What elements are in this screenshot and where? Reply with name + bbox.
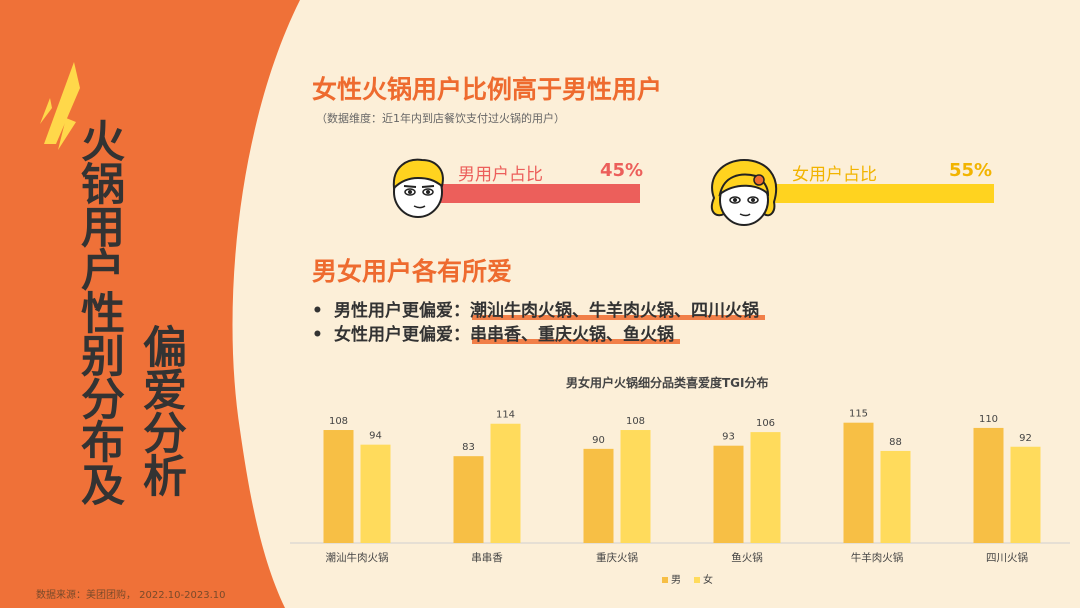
legend-label: 男 [671, 574, 681, 586]
bullet-dot: • [312, 325, 323, 345]
side-title-line1: 火锅用户性别分布及 [73, 118, 124, 505]
data-label: 92 [1019, 433, 1032, 444]
bar-male [583, 448, 614, 543]
female-ratio-value: 55% [949, 160, 993, 181]
x-tick-label: 串串香 [471, 552, 503, 564]
male-ratio-value: 45% [600, 160, 644, 181]
legend-swatch [662, 577, 668, 583]
x-tick-label: 鱼火锅 [731, 551, 763, 564]
legend-swatch [694, 577, 700, 583]
bar-female [360, 444, 391, 543]
bullet-dot: • [312, 301, 323, 321]
page-subtitle: （数据维度：近1年内到店餐饮支付过火锅的用户） [316, 112, 565, 125]
female-preference-items: 串串香、重庆火锅、鱼火锅 [470, 320, 680, 345]
data-label: 83 [462, 442, 475, 453]
bar-female [880, 450, 911, 543]
male-ratio-label: 男用户占比 [458, 165, 543, 185]
data-label: 93 [722, 432, 735, 443]
data-label: 94 [369, 431, 382, 442]
bar-female [1010, 446, 1041, 543]
x-tick-label: 四川火锅 [986, 552, 1028, 564]
female-preference-line: • 女性用户更偏爱：串串香、重庆火锅、鱼火锅 [312, 320, 680, 345]
male-preference-items: 潮汕牛肉火锅、牛羊肉火锅、四川火锅 [470, 296, 765, 321]
female-avatar-icon [710, 158, 777, 226]
bar-male [713, 445, 744, 543]
bar-female [490, 423, 521, 543]
preference-title: 男女用户各有所爱 [312, 257, 513, 286]
male-ratio-bar [436, 184, 640, 203]
data-source: 数据来源：美团团购， 2022.10-2023.10 [36, 590, 226, 601]
female-ratio-label: 女用户占比 [792, 165, 877, 185]
bar-female [750, 432, 781, 543]
male-preference-prefix: 男性用户更偏爱： [334, 301, 470, 321]
x-tick-label: 重庆火锅 [596, 551, 638, 564]
side-title-line2: 偏爱分析 [135, 324, 186, 496]
data-label: 90 [592, 435, 605, 446]
data-label: 110 [979, 414, 998, 425]
bar-male [323, 430, 354, 543]
female-ratio-bar [752, 184, 994, 203]
data-label: 114 [496, 410, 515, 421]
data-label: 108 [329, 416, 348, 427]
chart-title: 男女用户火锅细分品类喜爱度TGI分布 [566, 376, 769, 390]
legend-label: 女 [703, 573, 713, 586]
page-title: 女性火锅用户比例高于男性用户 [312, 75, 663, 104]
bar-male [973, 427, 1004, 543]
data-label: 115 [849, 409, 868, 420]
bar-female [620, 430, 651, 543]
x-tick-label: 牛羊肉火锅 [851, 551, 904, 564]
data-label: 106 [756, 418, 775, 429]
male-preference-line: • 男性用户更偏爱：潮汕牛肉火锅、牛羊肉火锅、四川火锅 [312, 296, 765, 321]
lightning-icon [40, 62, 80, 150]
x-tick-label: 潮汕牛肉火锅 [326, 551, 389, 564]
male-avatar-icon [392, 158, 444, 218]
bar-male [843, 422, 874, 543]
data-label: 108 [626, 416, 645, 427]
female-preference-prefix: 女性用户更偏爱： [334, 325, 470, 345]
data-label: 88 [889, 437, 902, 448]
tgi-bar-chart: 108 94 潮汕牛肉火锅 83 114 串串香 90 108 重庆火锅 93 106 鱼火锅 115 8… [290, 409, 1070, 586]
left-panel-background [0, 0, 300, 608]
bar-male [453, 456, 484, 543]
